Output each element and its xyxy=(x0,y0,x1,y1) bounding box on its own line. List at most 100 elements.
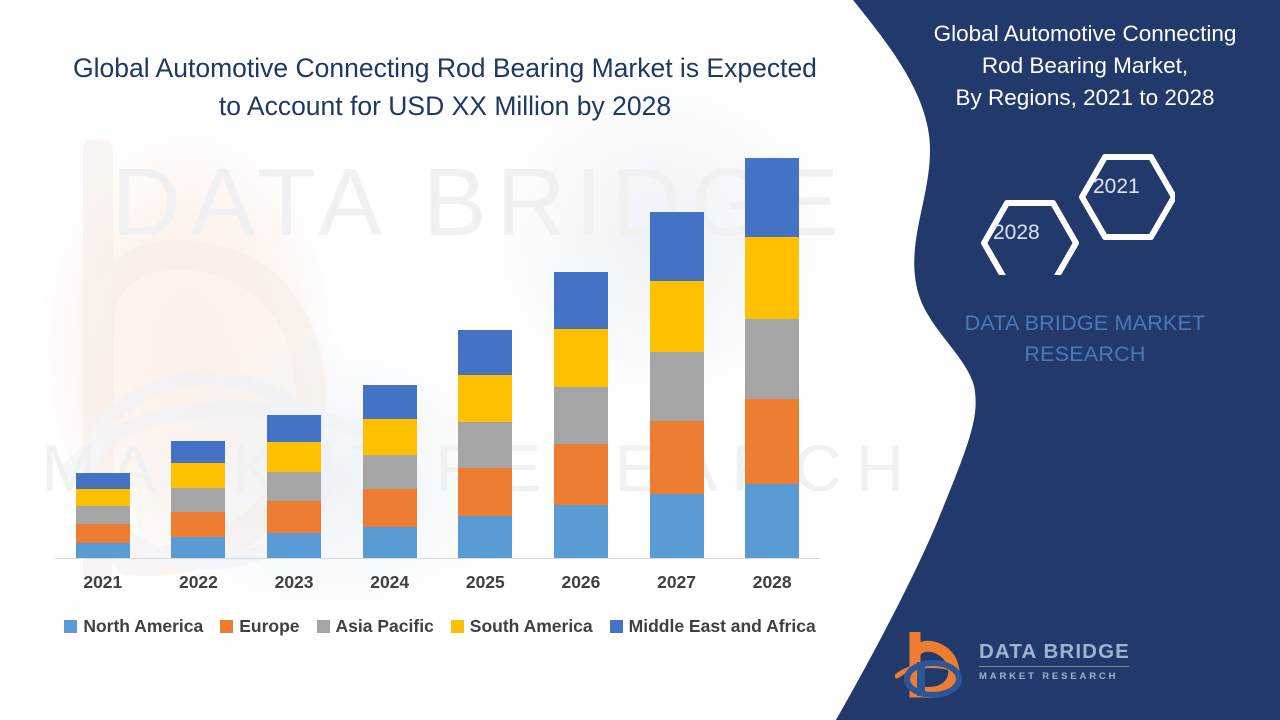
brand-name-line-2: RESEARCH xyxy=(1024,342,1146,367)
bar-segment-middle-east-and-africa[interactable] xyxy=(649,212,704,282)
legend-item-middle-east-and-africa[interactable]: Middle East and Africa xyxy=(609,616,816,637)
bar-segment-north-america[interactable] xyxy=(171,537,226,559)
legend-label: South America xyxy=(469,616,593,636)
bar-segment-middle-east-and-africa[interactable] xyxy=(171,440,226,464)
stacked-bar[interactable] xyxy=(362,384,417,559)
x-axis-label-2025: 2025 xyxy=(465,572,505,592)
logo-wordmark: DATA BRIDGE MARKET RESEARCH xyxy=(979,640,1129,682)
legend-swatch-icon xyxy=(220,620,234,633)
stacked-bar[interactable] xyxy=(267,414,322,559)
bar-group-2023[interactable] xyxy=(267,414,322,559)
bar-group-2025[interactable] xyxy=(458,329,513,559)
bar-segment-north-america[interactable] xyxy=(267,533,322,559)
bar-segment-north-america[interactable] xyxy=(75,542,130,559)
stacked-bar-chart: 2021 2022 2023 2024 2025 2026 2027 2028 xyxy=(55,150,820,602)
x-axis-label-2028: 2028 xyxy=(752,572,792,592)
chart-title-line-1: Global Automotive Connecting Rod Bearing… xyxy=(73,53,817,83)
bar-segment-europe[interactable] xyxy=(745,398,800,484)
bar-segment-south-america[interactable] xyxy=(267,441,322,472)
legend-item-south-america[interactable]: South America xyxy=(450,616,593,637)
bar-segment-asia-pacific[interactable] xyxy=(171,487,226,512)
bar-segment-europe[interactable] xyxy=(458,467,513,516)
bar-segment-asia-pacific[interactable] xyxy=(649,352,704,422)
bar-segment-europe[interactable] xyxy=(267,500,322,534)
stacked-bar[interactable] xyxy=(649,212,704,559)
legend-label: Middle East and Africa xyxy=(628,616,816,636)
bar-segment-south-america[interactable] xyxy=(75,489,130,507)
bar-segment-north-america[interactable] xyxy=(362,526,417,559)
right-panel-content: Global Automotive Connecting Rod Bearing… xyxy=(895,0,1280,720)
right-panel-title-line-1: Global Automotive Connecting xyxy=(933,21,1237,46)
stacked-bar[interactable] xyxy=(745,157,800,559)
bar-segment-south-america[interactable] xyxy=(171,463,226,488)
bar-group-2027[interactable] xyxy=(649,212,704,559)
bar-segment-asia-pacific[interactable] xyxy=(267,471,322,501)
bar-segment-south-america[interactable] xyxy=(362,419,417,455)
bar-segment-asia-pacific[interactable] xyxy=(75,506,130,524)
legend-label: North America xyxy=(83,616,204,636)
bar-group-2024[interactable] xyxy=(362,384,417,559)
stacked-bar[interactable] xyxy=(75,472,130,559)
bar-group-2022[interactable] xyxy=(171,440,226,559)
bar-group-2026[interactable] xyxy=(553,271,608,559)
bar-segment-europe[interactable] xyxy=(171,511,226,538)
legend-label: Europe xyxy=(239,616,300,636)
bar-segment-europe[interactable] xyxy=(553,443,608,506)
bar-segment-south-america[interactable] xyxy=(649,281,704,353)
bar-segment-north-america[interactable] xyxy=(458,515,513,559)
bar-segment-middle-east-and-africa[interactable] xyxy=(267,414,322,442)
stacked-bar[interactable] xyxy=(171,440,226,559)
right-panel-title-line-2: Rod Bearing Market, xyxy=(981,52,1189,78)
right-panel-title: Global Automotive Connecting Rod Bearing… xyxy=(890,18,1280,114)
chart-title: Global Automotive Connecting Rod Bearing… xyxy=(60,50,830,125)
bar-segment-south-america[interactable] xyxy=(458,374,513,423)
bar-segment-south-america[interactable] xyxy=(745,237,800,320)
bar-segment-middle-east-and-africa[interactable] xyxy=(362,384,417,420)
bar-segment-asia-pacific[interactable] xyxy=(553,386,608,444)
hexagon-2028-label: 2028 xyxy=(993,221,1040,244)
right-panel-title-line-3: By Regions, 2021 to 2028 xyxy=(955,84,1215,110)
bar-segment-south-america[interactable] xyxy=(553,328,608,387)
year-hexagon-group: 2021 2028 xyxy=(975,150,1177,286)
legend-swatch-icon xyxy=(64,620,78,633)
chart-x-axis-labels: 2021 2022 2023 2024 2025 2026 2027 2028 xyxy=(55,572,820,602)
legend-swatch-icon xyxy=(316,620,330,633)
bar-segment-north-america[interactable] xyxy=(553,505,608,559)
bar-segment-asia-pacific[interactable] xyxy=(745,319,800,399)
hexagon-2021-label: 2021 xyxy=(1093,175,1140,198)
x-axis-label-2022: 2022 xyxy=(178,572,218,592)
chart-plot-area xyxy=(55,150,820,559)
bar-group-2021[interactable] xyxy=(75,472,130,559)
bar-segment-middle-east-and-africa[interactable] xyxy=(553,271,608,329)
logo-primary-text: DATA BRIDGE xyxy=(979,640,1129,667)
legend-swatch-icon xyxy=(609,620,623,633)
legend-item-europe[interactable]: Europe xyxy=(220,616,300,637)
brand-name-text: DATA BRIDGE MARKET RESEARCH xyxy=(890,308,1280,370)
chart-title-line-2: to Account for USD XX Million by 2028 xyxy=(218,90,672,121)
brand-name-line-1: DATA BRIDGE MARKET xyxy=(964,311,1206,335)
bar-segment-asia-pacific[interactable] xyxy=(458,422,513,468)
stacked-bar[interactable] xyxy=(553,271,608,559)
bar-segment-middle-east-and-africa[interactable] xyxy=(458,329,513,375)
stacked-bar[interactable] xyxy=(458,329,513,559)
legend-item-north-america[interactable]: North America xyxy=(64,616,203,637)
bar-segment-europe[interactable] xyxy=(362,489,417,527)
left-chart-panel: DATA BRIDGE MARKET RESEARCH Global Autom… xyxy=(40,50,900,637)
x-axis-label-2023: 2023 xyxy=(274,572,314,592)
bar-segment-europe[interactable] xyxy=(649,421,704,495)
x-axis-label-2027: 2027 xyxy=(657,572,697,592)
legend-item-asia-pacific[interactable]: Asia Pacific xyxy=(316,616,434,637)
x-axis-label-2024: 2024 xyxy=(370,572,410,592)
bar-segment-asia-pacific[interactable] xyxy=(362,454,417,490)
bar-segment-middle-east-and-africa[interactable] xyxy=(75,472,130,490)
bar-group-2028[interactable] xyxy=(745,157,800,559)
logo-secondary-text: MARKET RESEARCH xyxy=(979,671,1119,682)
bar-segment-north-america[interactable] xyxy=(649,494,704,559)
bar-segment-middle-east-and-africa[interactable] xyxy=(745,157,800,238)
chart-legend: North America Europe Asia Pacific South Ame… xyxy=(45,616,835,637)
hexagon-outlines-icon xyxy=(981,154,1177,286)
data-bridge-logo-mark-icon xyxy=(895,632,962,698)
bar-segment-europe[interactable] xyxy=(75,523,130,543)
bar-segment-north-america[interactable] xyxy=(745,483,800,559)
chart-baseline xyxy=(55,558,820,559)
